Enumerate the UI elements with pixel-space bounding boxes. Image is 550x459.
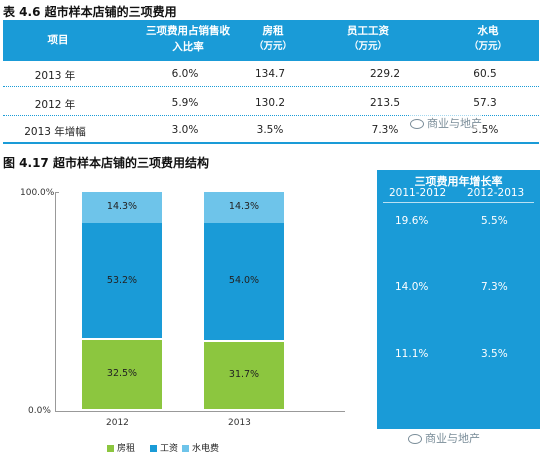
wechat-icon (410, 119, 424, 129)
row-divider (3, 115, 539, 116)
table-cell: 3.5% (256, 124, 284, 136)
header-rent-unit: （万元） (253, 41, 292, 52)
legend-swatch (182, 445, 189, 452)
growth-value: 19.6% (395, 215, 429, 227)
table-cell: 2013 年 (34, 70, 76, 82)
bar-segment: 53.2% (82, 223, 162, 338)
growth-col-header: 2011-2012 (389, 187, 447, 199)
table-cell: 5.9% (171, 97, 199, 109)
data-label: 54.0% (228, 275, 260, 287)
table-cell: 134.7 (254, 68, 286, 80)
legend-wage: 工资 (150, 441, 178, 454)
bar-segment: 54.0% (204, 223, 284, 340)
header-utility: 水电 (477, 25, 499, 37)
chart-caption: 图 4.17 超市样本店铺的三项费用结构 (3, 156, 209, 170)
header-ratio-line2: 入比率 (172, 41, 204, 53)
bar-segment: 14.3% (204, 192, 284, 224)
table-cell: 213.5 (369, 97, 401, 109)
header-wage: 员工工资 (347, 25, 389, 37)
growth-title: 三项费用年增长率 (414, 175, 503, 188)
legend-rent: 房租 (107, 441, 135, 454)
data-label: 31.7% (228, 369, 260, 381)
legend-utility: 水电费 (182, 441, 219, 454)
x-axis-line (55, 411, 345, 412)
watermark-text: 商业与地产 (425, 432, 480, 445)
table-header: 项目 三项费用占销售收 入比率 房租 （万元） 员工工资 （万元） 水电 （万元… (3, 20, 539, 61)
table-bottom-border (3, 142, 539, 144)
header-wage-unit: （万元） (348, 41, 387, 52)
data-label: 14.3% (106, 200, 138, 212)
data-label: 32.5% (106, 368, 138, 380)
bar-segment: 14.3% (82, 192, 162, 224)
x-tick-label: 2013 (228, 418, 251, 428)
watermark-top: 商业与地产 (410, 115, 482, 131)
table-cell: 7.3% (371, 124, 399, 136)
table-cell: 2012 年 (34, 99, 76, 111)
legend-label: 房租 (117, 444, 136, 454)
legend-label: 水电费 (192, 444, 220, 454)
growth-value: 14.0% (395, 281, 429, 293)
legend-label: 工资 (160, 444, 179, 454)
growth-value: 3.5% (481, 348, 508, 360)
data-label: 53.2% (106, 274, 138, 286)
watermark-bottom: 商业与地产 (408, 430, 480, 446)
legend-swatch (107, 445, 114, 452)
data-label: 14.3% (228, 200, 260, 212)
table-cell: 130.2 (254, 97, 286, 109)
header-utility-unit: （万元） (468, 41, 507, 52)
table-caption: 表 4.6 超市样本店铺的三项费用 (3, 5, 177, 19)
table-cell: 57.3 (473, 97, 497, 109)
growth-value: 11.1% (395, 348, 429, 360)
header-rent: 房租 (262, 25, 284, 37)
growth-divider (383, 202, 534, 203)
bar-segment: 32.5% (82, 339, 162, 409)
table-cell: 229.2 (369, 68, 401, 80)
table-cell: 2013 年增幅 (24, 126, 86, 138)
header-item: 项目 (47, 34, 69, 46)
growth-panel: 三项费用年增长率 2011-2012 2012-2013 19.6% 5.5% … (377, 170, 540, 429)
y-tick-label: 0.0% (28, 406, 51, 416)
growth-col-header: 2012-2013 (467, 187, 525, 199)
growth-value: 5.5% (481, 215, 508, 227)
y-tick (55, 192, 59, 193)
row-divider (3, 86, 539, 87)
table-cell: 60.5 (473, 68, 497, 80)
y-tick-label: 100.0% (20, 188, 55, 198)
legend-swatch (150, 445, 157, 452)
wechat-icon (408, 434, 422, 444)
table-cell: 6.0% (171, 68, 199, 80)
y-axis-line (55, 192, 56, 412)
bar-segment: 31.7% (204, 341, 284, 409)
watermark-text: 商业与地产 (427, 117, 482, 130)
x-tick-label: 2012 (106, 418, 129, 428)
growth-value: 7.3% (481, 281, 508, 293)
table-cell: 3.0% (171, 124, 199, 136)
header-ratio-line1: 三项费用占销售收 (146, 25, 230, 37)
